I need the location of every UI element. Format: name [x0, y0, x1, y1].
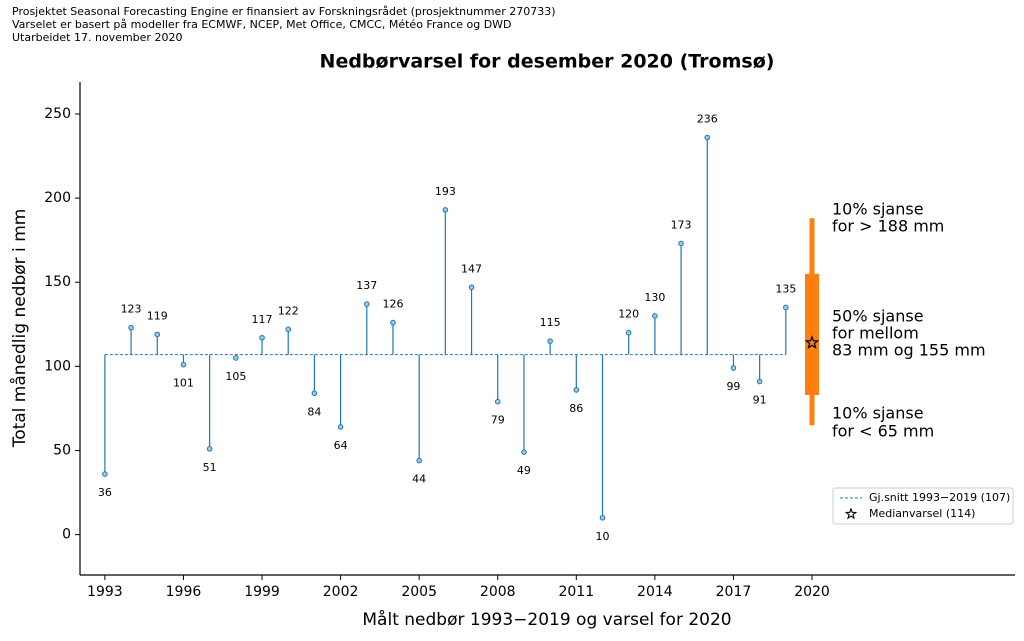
data-label: 105	[225, 370, 246, 383]
data-label: 120	[618, 308, 639, 321]
x-tick-label: 2011	[558, 584, 594, 600]
data-label: 79	[491, 414, 505, 427]
stem-marker	[206, 446, 213, 452]
legend-box	[832, 487, 1014, 525]
stem-marker	[154, 331, 161, 338]
stem-marker	[363, 301, 370, 307]
x-tick-label: 2020	[794, 584, 830, 600]
x-axis-label: Målt nedbør 1993−2019 og varsel for 2020	[362, 609, 731, 630]
stem-marker	[704, 134, 711, 141]
data-label: 173	[671, 219, 692, 232]
x-tick-label: 1999	[244, 584, 280, 600]
stem-marker	[625, 329, 632, 336]
stem-marker	[128, 324, 134, 331]
data-label: 123	[121, 303, 142, 316]
data-label: 101	[173, 377, 194, 390]
stem-marker	[599, 514, 606, 521]
data-label: 115	[540, 316, 561, 329]
header-line: Prosjektet Seasonal Forecasting Engine e…	[12, 5, 556, 18]
stem-marker	[468, 284, 475, 291]
data-label: 137	[356, 279, 377, 292]
stem-marker	[285, 326, 292, 333]
data-label: 119	[147, 309, 168, 322]
data-label: 117	[252, 313, 273, 326]
data-label: 130	[644, 291, 665, 304]
data-label: 86	[569, 402, 583, 415]
stem-marker	[337, 424, 344, 430]
median-marker	[804, 335, 820, 350]
x-tick-label: 2014	[637, 584, 673, 600]
stem-marker	[678, 240, 684, 247]
stem-marker	[573, 387, 580, 393]
data-label: 147	[461, 262, 482, 275]
stem-marker	[652, 313, 658, 319]
annotation: for mellom	[832, 324, 919, 343]
data-label: 135	[775, 282, 796, 295]
annotation: for > 188 mm	[832, 217, 944, 236]
stem-marker	[233, 355, 239, 361]
stem-marker	[102, 471, 108, 477]
stem-marker	[756, 378, 763, 385]
stem-marker	[547, 338, 553, 344]
y-tick-label: 150	[44, 274, 71, 290]
data-label: 10	[596, 530, 610, 543]
data-label: 64	[334, 439, 348, 452]
stem-marker	[390, 319, 396, 326]
stem-marker	[259, 334, 265, 341]
stem-marker	[180, 361, 187, 368]
data-label: 51	[203, 461, 217, 474]
stem-marker	[416, 457, 422, 464]
annotation: 10% sjanse	[832, 200, 924, 219]
legend-label: Medianvarsel (114)	[869, 507, 975, 520]
data-label: 236	[697, 113, 718, 126]
chart-title: Nedbørvarsel for desember 2020 (Tromsø)	[320, 51, 775, 73]
header-line: Varselet er basert på modeller fra ECMWF…	[12, 18, 512, 31]
legend-star	[844, 507, 858, 520]
data-label: 99	[726, 380, 740, 393]
y-axis-label: Total månedlig nedbør i mm	[9, 209, 30, 449]
data-label: 36	[98, 486, 112, 499]
x-tick-label: 2005	[401, 584, 437, 600]
y-tick-label: 100	[44, 358, 71, 374]
y-tick-label: 0	[62, 527, 71, 543]
data-label: 126	[382, 298, 403, 311]
x-tick-label: 1996	[166, 584, 202, 600]
x-tick-label: 1993	[87, 584, 123, 600]
annotation: 50% sjanse	[832, 307, 924, 326]
header-line: Utarbeidet 17. november 2020	[12, 31, 182, 44]
legend-label: Gj.snitt 1993−2019 (107)	[869, 491, 1010, 504]
x-tick-label: 2002	[323, 584, 359, 600]
stem-marker	[442, 207, 449, 213]
data-label: 44	[412, 473, 426, 486]
y-tick-label: 50	[53, 442, 71, 458]
y-tick-label: 200	[44, 190, 71, 206]
stem-marker	[730, 365, 737, 371]
data-label: 84	[307, 405, 321, 418]
data-label: 122	[278, 304, 299, 317]
stem-marker	[783, 304, 789, 311]
stem-marker	[311, 390, 318, 397]
data-label: 49	[517, 464, 531, 477]
x-tick-label: 2008	[480, 584, 516, 600]
y-tick-label: 250	[44, 106, 71, 122]
x-tick-label: 2017	[716, 584, 752, 600]
annotation: 83 mm og 155 mm	[832, 341, 986, 360]
data-label: 193	[435, 185, 456, 198]
annotation: for < 65 mm	[832, 422, 934, 441]
data-label: 91	[753, 394, 767, 407]
annotation: 10% sjanse	[832, 404, 924, 423]
stem-marker	[494, 398, 501, 405]
stem-marker	[521, 449, 527, 455]
